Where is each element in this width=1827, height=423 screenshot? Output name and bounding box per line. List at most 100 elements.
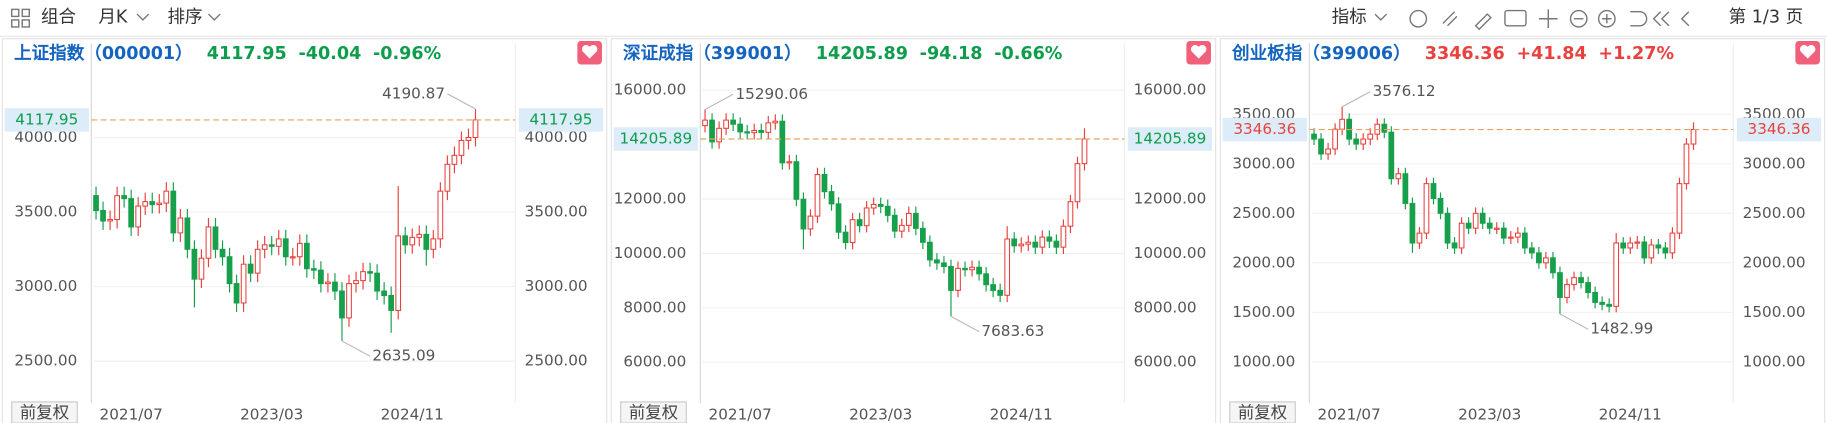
undo-icon[interactable] xyxy=(1630,11,1648,27)
x-tick-label: 2024/11 xyxy=(1599,405,1662,423)
current-price-label: 3346.36 xyxy=(1233,120,1296,138)
x-tick-label: 2024/11 xyxy=(990,405,1053,423)
candle-body xyxy=(1493,227,1500,230)
candle-body xyxy=(177,217,184,234)
candle-body xyxy=(779,120,786,164)
candle-body xyxy=(1669,232,1676,254)
candle-body xyxy=(1416,232,1423,244)
chevron[interactable] xyxy=(136,13,150,21)
toolbar-item[interactable]: 排序 xyxy=(167,8,202,28)
chevron[interactable] xyxy=(207,13,221,21)
toolbar-item[interactable]: 月K xyxy=(98,8,128,28)
candle-body xyxy=(254,248,261,274)
zoom-in-icon[interactable] xyxy=(1602,14,1612,24)
candle-body xyxy=(1039,236,1046,248)
back-icon[interactable] xyxy=(1680,11,1690,27)
candle-body xyxy=(1004,238,1011,296)
cross-icon[interactable] xyxy=(1538,9,1558,29)
candle-body xyxy=(1613,242,1620,307)
candle-body xyxy=(997,289,1004,296)
grid-icon[interactable] xyxy=(11,19,20,28)
candle-body xyxy=(1381,123,1388,133)
candle-body xyxy=(793,161,800,200)
y-tick-label: 3000.00 xyxy=(1232,154,1295,172)
candle-body xyxy=(1032,241,1039,248)
adjust-button[interactable] xyxy=(620,401,687,423)
toolbar-icons xyxy=(11,8,1690,31)
candle-body xyxy=(261,244,268,250)
candle-body xyxy=(1011,238,1018,247)
candle-body xyxy=(751,129,758,134)
candle-body xyxy=(1353,138,1360,145)
candle-body xyxy=(849,219,856,244)
current-price-box xyxy=(518,108,604,132)
comment-icon[interactable] xyxy=(1504,9,1527,27)
candle-body xyxy=(1648,244,1655,259)
candle-body xyxy=(1662,247,1669,254)
rewind-icon[interactable] xyxy=(1652,11,1670,27)
candle-body xyxy=(1479,212,1486,224)
candle-body xyxy=(226,256,233,285)
heart-icon xyxy=(1799,44,1816,59)
link-icon[interactable] xyxy=(1442,11,1458,27)
y-tick-label: 2500.00 xyxy=(14,352,77,370)
y-tick-label-right: 8000.00 xyxy=(1134,298,1197,316)
current-price-box xyxy=(1736,117,1822,142)
candle-body xyxy=(444,163,451,192)
zoom-out-icon[interactable] xyxy=(1569,9,1588,28)
adjust-button[interactable] xyxy=(11,401,78,423)
candle-body xyxy=(353,280,359,285)
candle-body xyxy=(416,233,423,238)
candle-body xyxy=(962,267,968,271)
settings-icon[interactable] xyxy=(1409,9,1428,28)
pen-icon[interactable] xyxy=(1474,13,1492,31)
y-tick-label: 3500.00 xyxy=(14,203,77,221)
extreme-label: 1482.99 xyxy=(1590,320,1653,338)
grid-icon[interactable] xyxy=(21,19,30,28)
extreme-label: 15290.06 xyxy=(735,85,808,103)
candle-body xyxy=(332,281,338,292)
candle-body xyxy=(898,224,905,232)
candle-body xyxy=(1514,232,1521,238)
candle-body xyxy=(870,203,877,209)
candle-body xyxy=(1641,241,1648,259)
candle-body xyxy=(233,283,240,304)
candle-body xyxy=(121,195,128,200)
grid-icon[interactable] xyxy=(21,8,30,18)
grid-icon[interactable] xyxy=(11,8,20,18)
candle-body xyxy=(465,136,472,142)
y-tick-label-right: 3000.00 xyxy=(1743,154,1806,172)
candle-body xyxy=(430,238,437,250)
chevron[interactable] xyxy=(1374,13,1388,21)
toolbar-item[interactable]: 组合 xyxy=(41,8,77,28)
candle-body xyxy=(934,259,940,264)
candle-body xyxy=(786,161,793,164)
candle-body xyxy=(128,198,135,228)
header-title: 创业板指 xyxy=(1231,43,1303,64)
candle-body xyxy=(360,271,366,282)
candle-body xyxy=(191,248,198,280)
header-change-pct: -0.96% xyxy=(373,44,442,64)
candle-body xyxy=(268,244,275,247)
adjust-button[interactable] xyxy=(1229,401,1296,423)
candle-body xyxy=(730,119,737,125)
candle-body xyxy=(835,203,842,233)
indicator-button[interactable]: 指标 xyxy=(1332,8,1367,28)
candle-body xyxy=(800,198,807,230)
adjust-label: 前复权 xyxy=(629,403,678,422)
candle-body xyxy=(289,256,296,259)
zoom-in-icon[interactable] xyxy=(1597,9,1616,28)
candle-body xyxy=(765,122,772,133)
candle-body xyxy=(219,248,226,258)
candle-body xyxy=(451,154,458,165)
x-tick-label: 2023/03 xyxy=(1458,405,1521,423)
candle-body xyxy=(891,214,898,232)
y-tick-label: 2500.00 xyxy=(1232,204,1295,222)
x-tick-label: 2023/03 xyxy=(849,405,912,423)
candle-body xyxy=(339,290,345,319)
candle-body xyxy=(1409,202,1416,244)
candle-body xyxy=(156,202,163,206)
adjust-label: 前复权 xyxy=(1238,403,1287,422)
annotation-leader xyxy=(1559,313,1589,330)
current-price-label: 14205.89 xyxy=(1134,130,1207,148)
